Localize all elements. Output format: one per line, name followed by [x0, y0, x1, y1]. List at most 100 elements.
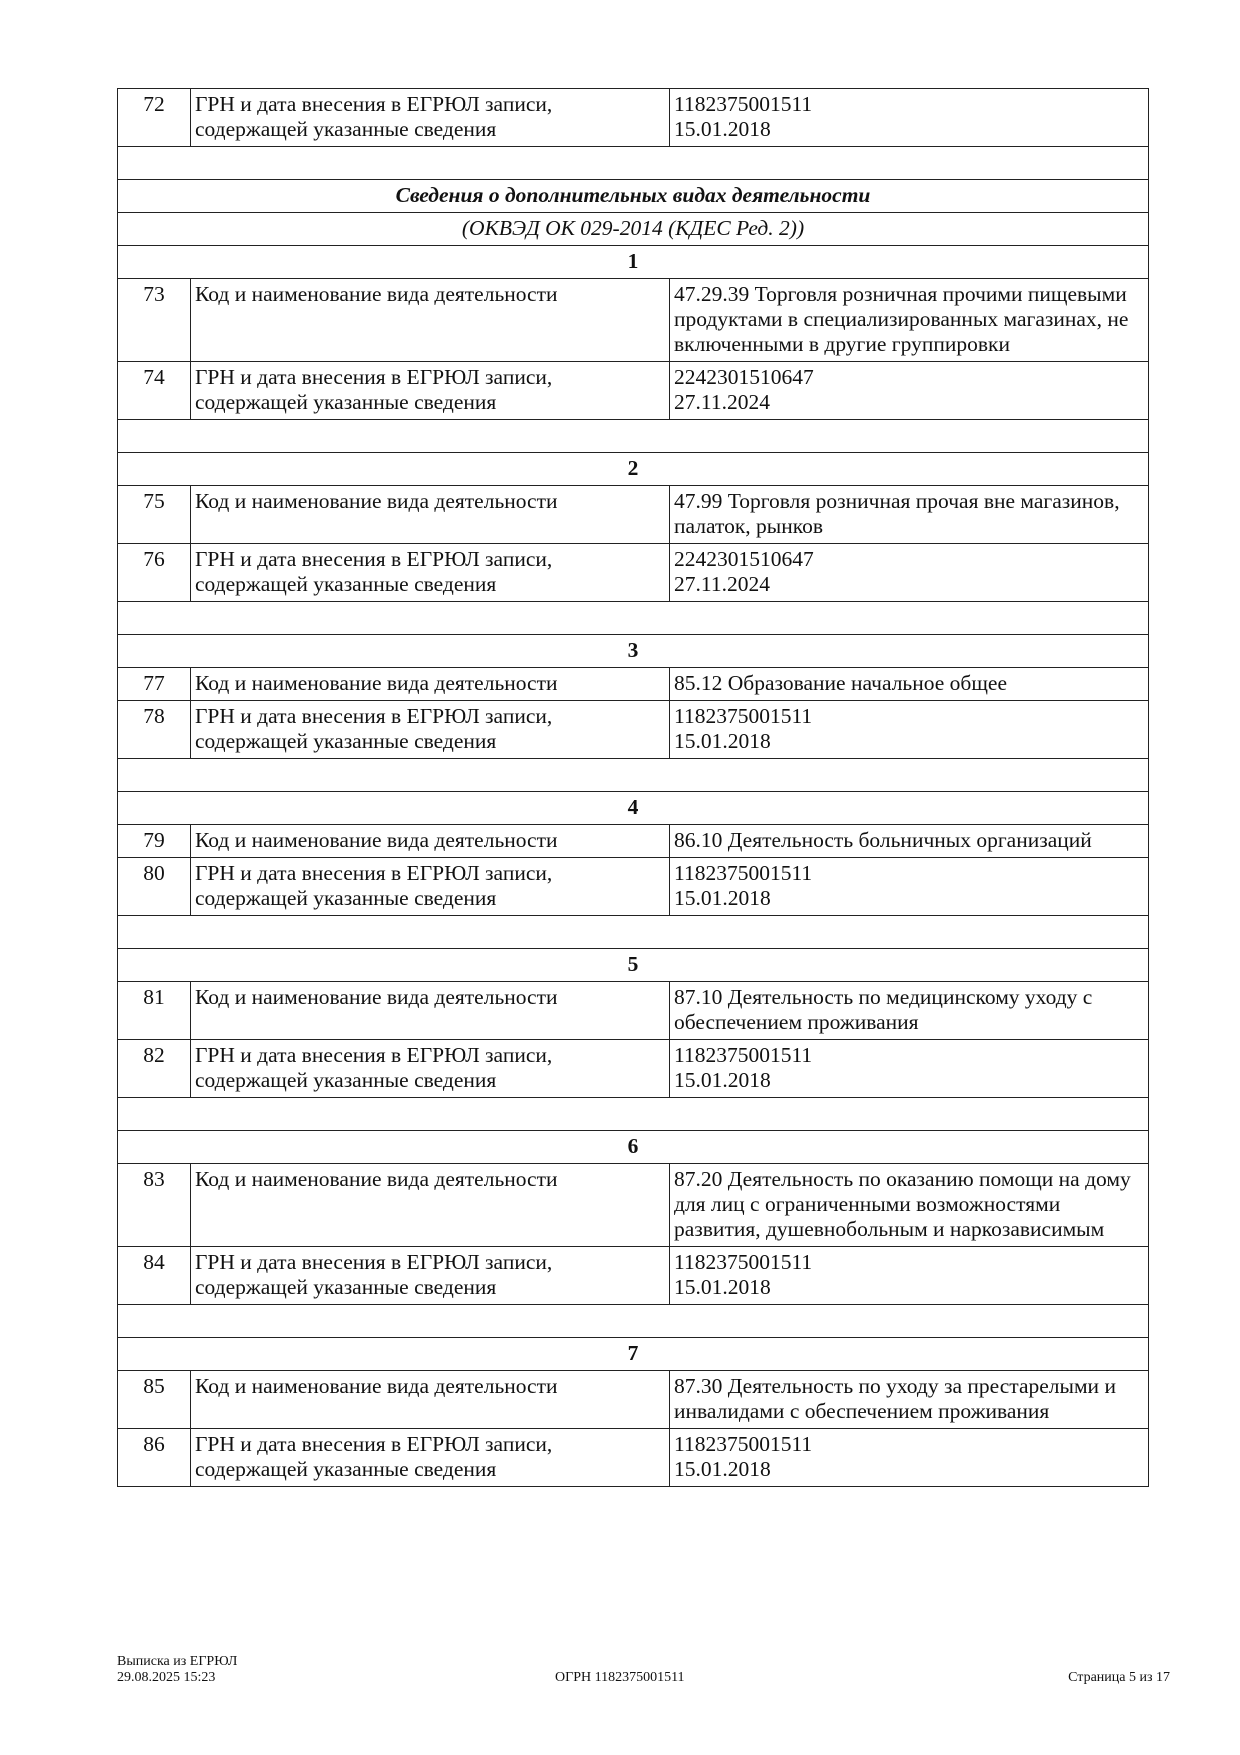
group-number: 2	[117, 452, 1149, 486]
row-number: 74	[117, 361, 191, 420]
group-number-row: 4	[117, 791, 1149, 825]
row-label: Код и наименование вида деятельности	[190, 485, 670, 544]
row-number: 80	[117, 857, 191, 916]
row-value-line: 15.01.2018	[674, 1068, 771, 1092]
blank-row	[117, 1097, 1149, 1131]
row-value-line: 86.10 Деятельность больничных организаци…	[674, 828, 1092, 852]
row-label: ГРН и дата внесения в ЕГРЮЛ записи, соде…	[190, 361, 670, 420]
table-row: 78 ГРН и дата внесения в ЕГРЮЛ записи, со…	[117, 700, 1149, 759]
row-label: Код и наименование вида деятельности	[190, 824, 670, 858]
group-number: 1	[117, 245, 1149, 279]
blank-cell	[117, 601, 1149, 635]
group-number: 4	[117, 791, 1149, 825]
blank-cell	[117, 419, 1149, 453]
blank-cell	[117, 1304, 1149, 1338]
table-row: 83 Код и наименование вида деятельности 87…	[117, 1163, 1149, 1247]
blank-cell	[117, 1097, 1149, 1131]
row-label: Код и наименование вида деятельности	[190, 667, 670, 701]
row-value-line: 1182375001511	[674, 1043, 813, 1067]
row-value-line: 2242301510647	[674, 547, 814, 571]
section-subtitle: (ОКВЭД ОК 029-2014 (КДЕС Ред. 2))	[117, 212, 1149, 246]
table-row: 85 Код и наименование вида деятельности 87…	[117, 1370, 1149, 1429]
table-row: 80 ГРН и дата внесения в ЕГРЮЛ записи, со…	[117, 857, 1149, 916]
row-value: 87.30 Деятельность по уходу за престарел…	[669, 1370, 1149, 1429]
group-number-row: 3	[117, 634, 1149, 668]
group-number-row: 1	[117, 245, 1149, 279]
row-value: 47.99 Торговля розничная прочая вне мага…	[669, 485, 1149, 544]
row-value-line: 87.30 Деятельность по уходу за престарел…	[674, 1374, 1116, 1423]
row-label: ГРН и дата внесения в ЕГРЮЛ записи, соде…	[190, 88, 670, 147]
row-value: 47.29.39 Торговля розничная прочими пище…	[669, 278, 1149, 362]
row-label: ГРН и дата внесения в ЕГРЮЛ записи, соде…	[190, 700, 670, 759]
group-number: 6	[117, 1130, 1149, 1164]
row-value-line: 1182375001511	[674, 92, 813, 116]
row-number: 86	[117, 1428, 191, 1487]
section-title: Сведения о дополнительных видах деятельн…	[117, 179, 1149, 213]
footer-page-number: Страница 5 из 17	[1068, 1670, 1170, 1685]
row-value-line: 15.01.2018	[674, 729, 771, 753]
row-value-line: 87.20 Деятельность по оказанию помощи на…	[674, 1167, 1131, 1241]
row-number: 82	[117, 1039, 191, 1098]
row-number: 83	[117, 1163, 191, 1247]
row-label: ГРН и дата внесения в ЕГРЮЛ записи, соде…	[190, 543, 670, 602]
blank-row	[117, 915, 1149, 949]
row-value: 85.12 Образование начальное общее	[669, 667, 1149, 701]
row-number: 73	[117, 278, 191, 362]
row-label: Код и наименование вида деятельности	[190, 981, 670, 1040]
table-row: 82 ГРН и дата внесения в ЕГРЮЛ записи, со…	[117, 1039, 1149, 1098]
row-label: ГРН и дата внесения в ЕГРЮЛ записи, соде…	[190, 1246, 670, 1305]
blank-cell	[117, 758, 1149, 792]
row-value-line: 15.01.2018	[674, 1457, 771, 1481]
row-value-line: 15.01.2018	[674, 886, 771, 910]
row-value-line: 47.29.39 Торговля розничная прочими пище…	[674, 282, 1129, 356]
footer-datetime: 29.08.2025 15:23	[117, 1670, 216, 1685]
row-number: 75	[117, 485, 191, 544]
row-label: Код и наименование вида деятельности	[190, 1370, 670, 1429]
blank-cell	[117, 146, 1149, 180]
egrul-activities-table: 72 ГРН и дата внесения в ЕГРЮЛ записи, со…	[117, 88, 1149, 1487]
row-number: 72	[117, 88, 191, 147]
blank-row	[117, 419, 1149, 453]
row-label: Код и наименование вида деятельности	[190, 1163, 670, 1247]
table-row: 74 ГРН и дата внесения в ЕГРЮЛ записи, со…	[117, 361, 1149, 420]
row-value: 1182375001511 15.01.2018	[669, 88, 1149, 147]
table-row: 86 ГРН и дата внесения в ЕГРЮЛ записи, со…	[117, 1428, 1149, 1487]
group-number: 3	[117, 634, 1149, 668]
row-label: ГРН и дата внесения в ЕГРЮЛ записи, соде…	[190, 1428, 670, 1487]
row-number: 77	[117, 667, 191, 701]
row-value-line: 27.11.2024	[674, 572, 770, 596]
footer-ogrn: ОГРН 1182375001511	[555, 1670, 685, 1685]
table-row: 75 Код и наименование вида деятельности 47…	[117, 485, 1149, 544]
row-number: 81	[117, 981, 191, 1040]
row-value-line: 47.99 Торговля розничная прочая вне мага…	[674, 489, 1120, 538]
table-row: 77 Код и наименование вида деятельности 85…	[117, 667, 1149, 701]
row-number: 84	[117, 1246, 191, 1305]
blank-row	[117, 1304, 1149, 1338]
row-value: 87.10 Деятельность по медицинскому уходу…	[669, 981, 1149, 1040]
row-value-line: 2242301510647	[674, 365, 814, 389]
row-label: ГРН и дата внесения в ЕГРЮЛ записи, соде…	[190, 857, 670, 916]
row-value-line: 1182375001511	[674, 704, 813, 728]
blank-cell	[117, 915, 1149, 949]
row-number: 79	[117, 824, 191, 858]
table-row: 73 Код и наименование вида деятельности 47…	[117, 278, 1149, 362]
row-value-line: 27.11.2024	[674, 390, 770, 414]
row-value-line: 87.10 Деятельность по медицинскому уходу…	[674, 985, 1093, 1034]
blank-row	[117, 146, 1149, 180]
table-row: 81 Код и наименование вида деятельности 87…	[117, 981, 1149, 1040]
footer-doc-name: Выписка из ЕГРЮЛ	[117, 1654, 238, 1669]
row-value: 1182375001511 15.01.2018	[669, 857, 1149, 916]
row-label: ГРН и дата внесения в ЕГРЮЛ записи, соде…	[190, 1039, 670, 1098]
group-number-row: 5	[117, 948, 1149, 982]
group-number-row: 2	[117, 452, 1149, 486]
footer-left: Выписка из ЕГРЮЛ 29.08.2025 15:23	[117, 1654, 237, 1686]
row-value: 2242301510647 27.11.2024	[669, 543, 1149, 602]
row-value-line: 1182375001511	[674, 1250, 813, 1274]
table-row: 79 Код и наименование вида деятельности 86…	[117, 824, 1149, 858]
row-value: 86.10 Деятельность больничных организаци…	[669, 824, 1149, 858]
blank-row	[117, 601, 1149, 635]
section-subtitle-row: (ОКВЭД ОК 029-2014 (КДЕС Ред. 2))	[117, 212, 1149, 246]
row-value: 1182375001511 15.01.2018	[669, 1039, 1149, 1098]
row-value: 1182375001511 15.01.2018	[669, 1428, 1149, 1487]
row-value: 87.20 Деятельность по оказанию помощи на…	[669, 1163, 1149, 1247]
